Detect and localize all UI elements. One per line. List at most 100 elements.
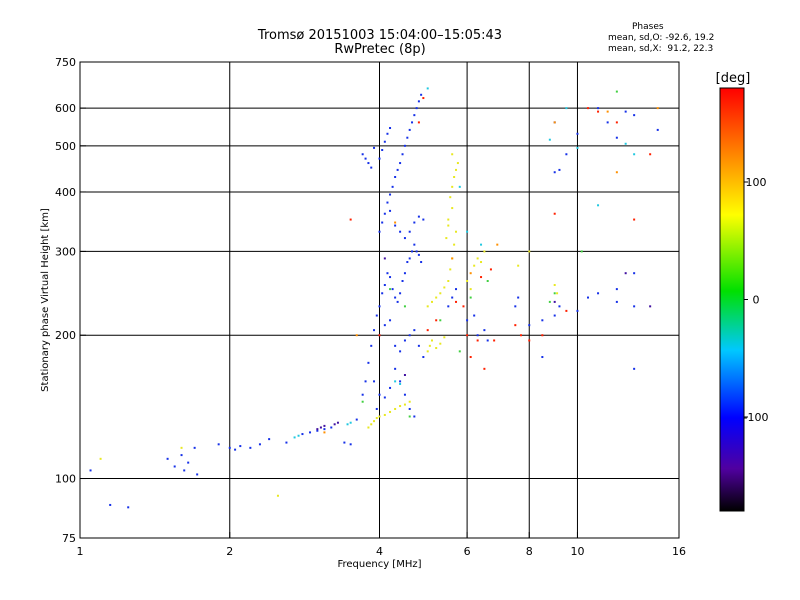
data-point <box>370 166 373 169</box>
data-point <box>373 420 376 423</box>
data-point <box>391 288 394 291</box>
data-point <box>330 426 333 429</box>
data-point <box>399 350 402 353</box>
data-points <box>89 87 659 509</box>
data-point <box>217 443 220 446</box>
y-axis-ticks: 75 100 200 300 400 500 600 750 <box>55 56 86 545</box>
data-point <box>323 424 326 427</box>
data-point <box>349 421 352 424</box>
colorbar-tick-label: 100 <box>746 176 767 189</box>
data-point <box>649 305 652 308</box>
data-point <box>417 215 420 218</box>
data-point <box>401 153 404 156</box>
data-point <box>466 319 469 322</box>
data-point <box>408 230 411 233</box>
data-point <box>633 114 636 117</box>
data-point <box>415 107 418 110</box>
data-point <box>458 185 461 188</box>
data-point <box>422 97 425 100</box>
data-point <box>548 300 551 303</box>
data-point <box>370 344 373 347</box>
data-point <box>493 339 496 342</box>
x-tick-label: 6 <box>464 545 471 558</box>
data-point <box>449 268 452 271</box>
x-axis-label: Frequency [MHz] <box>337 559 421 570</box>
data-point <box>399 382 402 385</box>
data-point <box>597 110 600 113</box>
data-point <box>383 257 386 260</box>
data-point <box>228 446 231 449</box>
data-point <box>615 121 618 124</box>
data-point <box>633 153 636 156</box>
data-point <box>458 350 461 353</box>
data-point <box>375 314 378 317</box>
data-point <box>361 400 364 403</box>
data-point <box>656 107 659 110</box>
data-point <box>391 185 394 188</box>
data-point <box>483 250 486 253</box>
data-point <box>413 221 416 224</box>
data-point <box>375 417 378 420</box>
data-point <box>466 280 469 283</box>
data-point <box>439 319 442 322</box>
data-point <box>399 162 402 165</box>
data-point <box>183 469 186 472</box>
data-point <box>394 344 397 347</box>
data-point <box>541 334 544 337</box>
data-point <box>435 347 438 350</box>
y-tick-label: 600 <box>55 102 76 115</box>
data-point <box>553 212 556 215</box>
data-point <box>615 288 618 291</box>
data-point <box>473 264 476 267</box>
data-point <box>413 114 416 117</box>
data-point <box>373 146 376 149</box>
data-point <box>624 110 627 113</box>
data-point <box>399 405 402 408</box>
data-point <box>633 305 636 308</box>
data-point <box>476 257 479 260</box>
data-point <box>455 288 458 291</box>
x-tick-label: 4 <box>376 545 383 558</box>
data-point <box>656 128 659 131</box>
data-point <box>367 426 370 429</box>
x-axis-ticks: 1 2 4 6 8 10 16 <box>77 532 686 558</box>
data-point <box>378 415 381 418</box>
data-point <box>396 300 399 303</box>
data-point <box>406 136 409 139</box>
data-point <box>553 292 556 295</box>
data-point <box>381 221 384 224</box>
data-point <box>476 334 479 337</box>
data-point <box>426 329 429 332</box>
data-point <box>389 288 392 291</box>
data-point <box>386 132 389 135</box>
data-point <box>597 292 600 295</box>
data-point <box>378 334 381 337</box>
data-point <box>180 454 183 457</box>
data-point <box>346 423 349 426</box>
data-point <box>381 148 384 151</box>
data-point <box>239 445 242 448</box>
data-point <box>389 127 392 130</box>
data-point <box>370 423 373 426</box>
data-point <box>401 280 404 283</box>
data-point <box>466 230 469 233</box>
data-point <box>528 324 531 327</box>
data-point <box>528 250 531 253</box>
data-point <box>435 296 438 299</box>
data-point <box>576 309 579 312</box>
data-point <box>451 185 454 188</box>
data-point <box>565 153 568 156</box>
data-point <box>399 292 402 295</box>
data-point <box>268 438 271 441</box>
data-point <box>403 305 406 308</box>
data-point <box>615 136 618 139</box>
data-point <box>408 334 411 337</box>
data-point <box>486 339 489 342</box>
data-point <box>99 457 102 460</box>
data-point <box>417 121 420 124</box>
chart-subtitle: RwPretec (8p) <box>334 42 426 57</box>
data-point <box>453 243 456 246</box>
data-point <box>455 300 458 303</box>
data-point <box>378 393 381 396</box>
x-tick-label: 2 <box>226 545 233 558</box>
